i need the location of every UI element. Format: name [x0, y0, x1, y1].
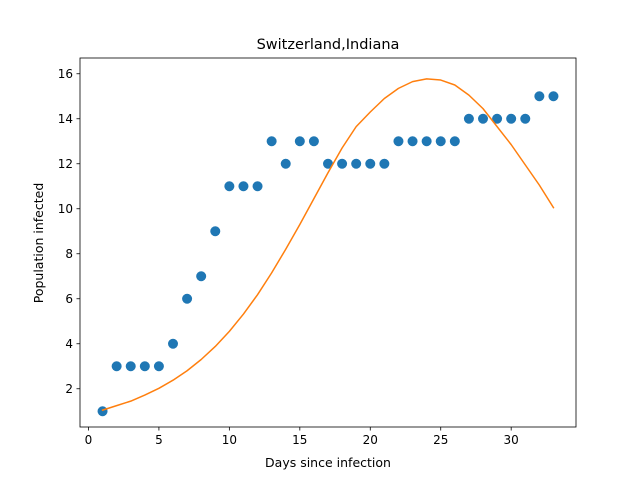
- data-point: [492, 113, 503, 124]
- data-point: [520, 113, 531, 124]
- x-tick-label: 0: [85, 433, 93, 447]
- data-point: [323, 158, 333, 169]
- data-point: [224, 181, 235, 192]
- data-point: [196, 271, 207, 282]
- data-point: [139, 361, 150, 372]
- y-tick-label: 4: [65, 337, 73, 351]
- y-axis-label: Population infected: [31, 183, 46, 304]
- data-point: [351, 158, 362, 169]
- data-point: [463, 113, 474, 124]
- data-point: [125, 361, 136, 372]
- y-tick-label: 8: [65, 247, 73, 261]
- x-tick-label: 25: [433, 433, 448, 447]
- x-tick-label: 10: [222, 433, 237, 447]
- y-tick-label: 10: [58, 202, 73, 216]
- data-point: [365, 158, 376, 169]
- data-point: [168, 338, 178, 349]
- data-point: [506, 113, 517, 124]
- data-point: [280, 158, 291, 169]
- data-point: [182, 293, 193, 304]
- data-point: [111, 361, 122, 372]
- chart-title: Switzerland,Indiana: [257, 37, 400, 53]
- x-tick-label: 5: [155, 433, 163, 447]
- x-tick-label: 15: [292, 433, 307, 447]
- fit-line: [101, 78, 555, 412]
- data-point: [548, 91, 559, 102]
- data-point: [308, 136, 319, 147]
- data-point: [97, 406, 108, 417]
- data-point: [478, 113, 488, 124]
- data-point: [449, 136, 460, 147]
- data-point: [266, 136, 277, 147]
- data-point: [153, 361, 164, 372]
- y-tick-label: 14: [58, 112, 73, 126]
- data-point: [435, 136, 446, 147]
- plot-area: [97, 78, 559, 417]
- y-tick-label: 12: [58, 157, 73, 171]
- data-point: [210, 226, 221, 237]
- data-point: [238, 181, 249, 192]
- x-axis-label: Days since infection: [265, 455, 391, 470]
- x-tick-label: 30: [504, 433, 519, 447]
- y-tick-label: 16: [58, 67, 73, 81]
- axes: 0 5 10 15 20 25 30 2 4 6 8 10 12 14 16: [58, 57, 577, 447]
- data-point: [393, 136, 404, 147]
- data-point: [294, 136, 305, 147]
- data-point: [337, 158, 348, 169]
- data-point: [379, 158, 390, 169]
- plot-frame: [79, 57, 577, 428]
- y-tick-label: 2: [65, 382, 73, 396]
- data-point: [421, 136, 432, 147]
- data-point: [252, 181, 263, 192]
- y-tick-label: 6: [65, 292, 73, 306]
- data-point: [534, 91, 545, 102]
- x-tick-label: 20: [363, 433, 378, 447]
- data-point: [407, 136, 418, 147]
